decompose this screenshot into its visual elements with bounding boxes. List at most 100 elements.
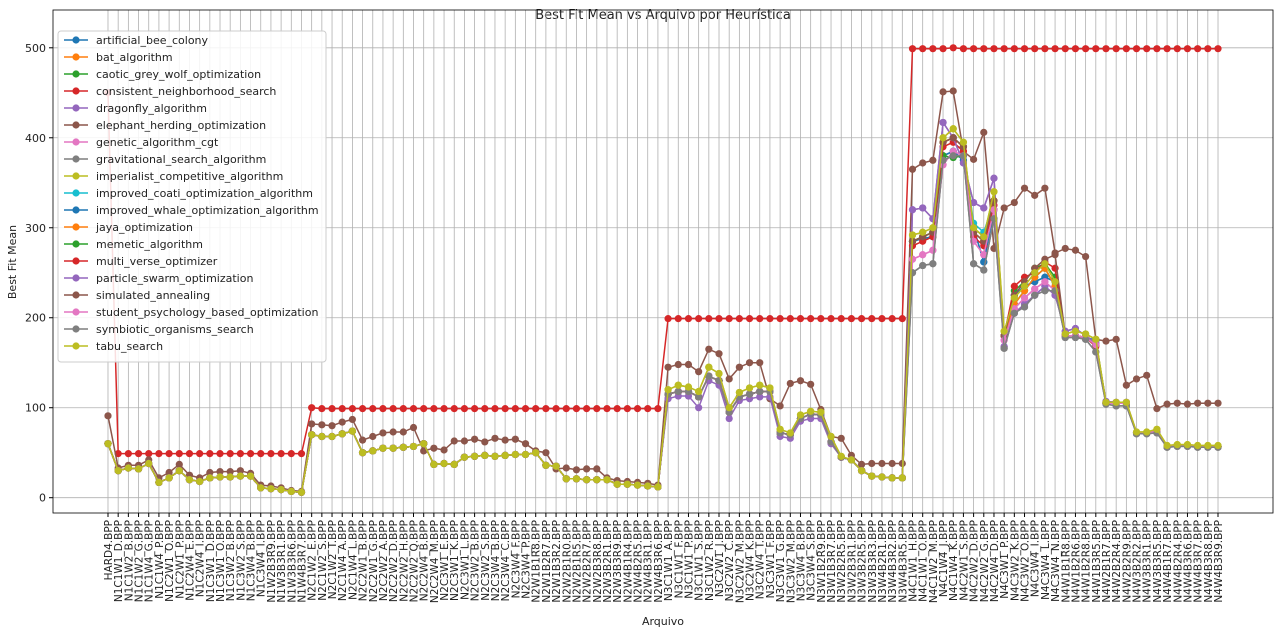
data-point (837, 315, 845, 323)
data-point (919, 159, 927, 167)
data-point (562, 405, 570, 413)
data-point (929, 246, 937, 254)
data-point (460, 405, 469, 413)
data-point (501, 451, 509, 460)
data-point (460, 453, 469, 461)
x-tick-label: N2W4B3R1.BPP (643, 520, 655, 603)
legend-label: jaya_optimization (95, 221, 193, 234)
x-tick-label: N4C2W2_D.BPP (969, 520, 981, 602)
x-tick-label: N4C3W2_K.BPP (1009, 520, 1021, 601)
legend-marker (72, 70, 80, 78)
data-point (348, 415, 356, 424)
x-tick-label: N2C2W1_B.BPP (358, 520, 370, 601)
data-point (338, 405, 346, 413)
legend-label: symbiotic_organisms_search (96, 323, 254, 336)
data-point (196, 477, 204, 486)
x-tick-label: N3C3W4_S.BPP (806, 520, 818, 601)
data-point (226, 473, 234, 481)
data-point (246, 450, 255, 458)
data-point (990, 174, 998, 182)
chart-title: Best Fit Mean vs Arquivo por Heurística (535, 8, 791, 23)
data-point (1132, 375, 1141, 383)
x-tick-label: N1C3W2_S.BPP (235, 520, 247, 601)
legend-label: improved_coati_optimization_algorithm (96, 187, 313, 200)
data-point (705, 315, 713, 323)
data-point (318, 432, 326, 441)
data-point (756, 359, 764, 367)
data-point (491, 434, 499, 442)
x-tick-label: N1C3W2_B.BPP (225, 520, 237, 601)
legend-label: student_psychology_based_optimization (96, 306, 318, 319)
x-tick-label: N1C3W4_I.BPP (256, 520, 268, 597)
data-point (623, 480, 631, 488)
data-point (542, 461, 550, 469)
legend-marker (72, 172, 80, 180)
data-point (1041, 45, 1049, 53)
x-tick-label: N2C3W4_B.BPP (490, 520, 502, 601)
data-point (908, 269, 917, 277)
data-point (450, 437, 458, 445)
data-point (1194, 45, 1202, 53)
data-point (521, 440, 530, 448)
x-tick-label: N2C3W2_B.BPP (470, 520, 482, 601)
data-point (1020, 45, 1029, 53)
data-point (868, 315, 876, 323)
data-point (786, 379, 794, 388)
data-point (756, 315, 764, 323)
data-point (939, 118, 947, 127)
data-point (735, 388, 743, 397)
data-point (1010, 45, 1018, 53)
data-point (857, 315, 866, 323)
x-tick-label: N1C2W1_P.BPP (174, 520, 186, 599)
data-point (613, 480, 621, 488)
data-point (521, 405, 530, 413)
x-tick-label: N4W4B3R7.BPP (1193, 520, 1205, 603)
data-point (430, 405, 438, 413)
data-point (1051, 45, 1059, 53)
x-tick-label: N4W2B2R4.BPP (1111, 520, 1123, 603)
data-point (1102, 398, 1110, 406)
data-point (1102, 45, 1110, 53)
data-point (1041, 260, 1049, 268)
data-point (776, 425, 784, 433)
data-point (420, 440, 428, 448)
data-point (206, 450, 214, 458)
data-point (766, 315, 774, 323)
y-tick-label: 300 (25, 222, 46, 235)
x-tick-label: N2C1W4_L.BPP (347, 520, 359, 600)
data-point (532, 449, 540, 457)
data-point (593, 465, 601, 473)
x-tick-label: N3C3W1_G.BPP (775, 520, 787, 602)
data-point (593, 476, 601, 484)
legend-marker (72, 342, 80, 350)
data-point (420, 447, 428, 455)
legend-label: imperialist_competitive_algorithm (96, 170, 283, 183)
data-point (338, 418, 346, 426)
data-point (1183, 400, 1192, 408)
x-tick-label: N1C2W4_I.BPP (195, 520, 207, 597)
data-point (583, 405, 591, 413)
legend-label: bat_algorithm (96, 51, 173, 64)
data-point (1071, 45, 1080, 53)
x-tick-label: N2C2W2_A.BPP (378, 520, 390, 601)
x-tick-label: N2C3W4_P.BPP (521, 520, 533, 599)
data-point (257, 484, 265, 492)
data-point (919, 204, 927, 212)
x-tick-label: N2C2W2_H.BPP (398, 520, 410, 602)
legend-marker (72, 121, 80, 129)
data-point (695, 315, 703, 323)
x-tick-label: N2C1W4_A.BPP (337, 520, 349, 601)
x-tick-label: N2C3W1_L.BPP (459, 520, 471, 600)
x-tick-label: N1C2W4_E.BPP (184, 520, 196, 601)
legend-label: memetic_algorithm (96, 238, 203, 251)
data-point (980, 45, 988, 53)
data-point (572, 475, 581, 483)
data-point (1132, 428, 1141, 436)
data-point (684, 383, 693, 391)
data-point (654, 405, 662, 413)
data-point (216, 473, 224, 481)
data-point (898, 315, 906, 323)
data-point (1122, 381, 1130, 389)
data-point (572, 405, 581, 413)
x-tick-label: N3W4B3R2.BPP (887, 520, 899, 603)
